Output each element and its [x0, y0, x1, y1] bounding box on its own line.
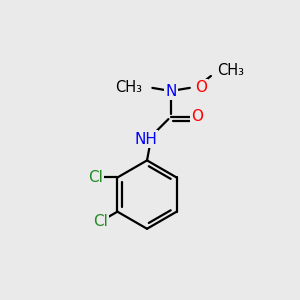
Text: NH: NH	[134, 131, 157, 146]
Text: Cl: Cl	[93, 214, 108, 229]
Text: Cl: Cl	[88, 170, 103, 185]
Text: CH₃: CH₃	[116, 80, 142, 95]
Text: N: N	[165, 84, 176, 99]
Text: CH₃: CH₃	[218, 62, 244, 77]
Text: O: O	[195, 80, 207, 95]
Text: O: O	[192, 109, 204, 124]
